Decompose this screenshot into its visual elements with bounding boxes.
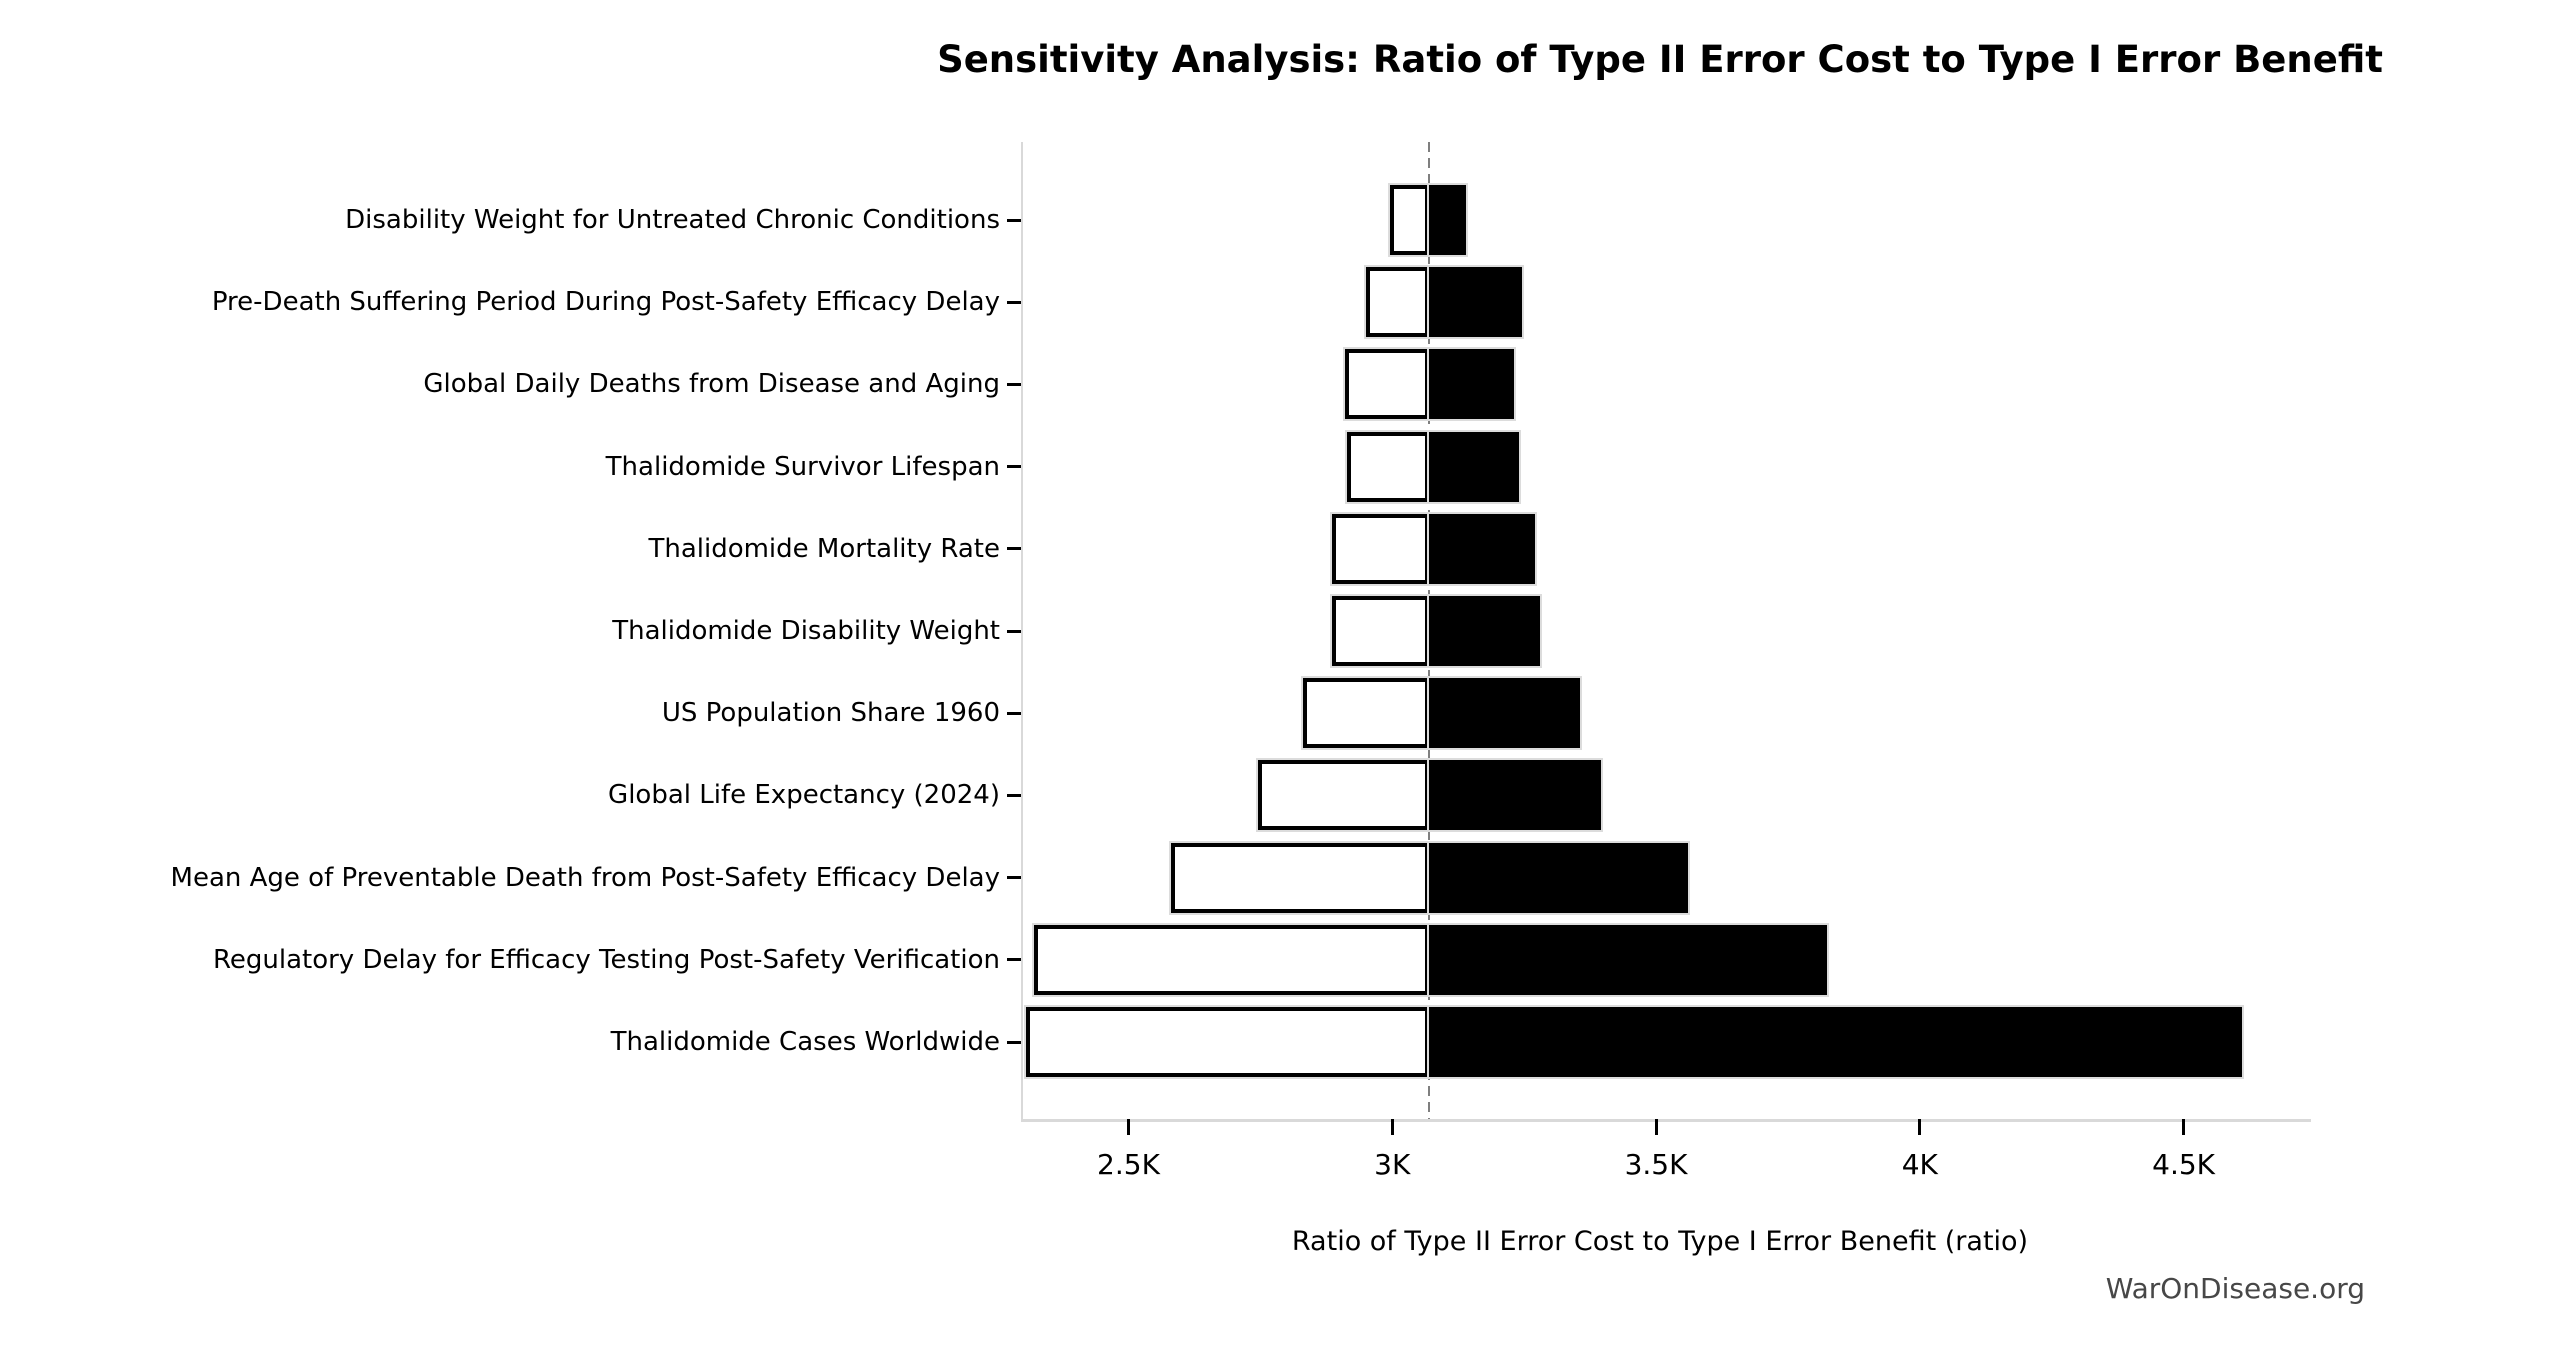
x-tick-label: 2.5K <box>1097 1148 1160 1181</box>
bar-low-segment <box>1031 922 1432 997</box>
x-tick <box>1918 1119 1922 1135</box>
bar-high-segment <box>1427 1005 2244 1079</box>
x-tick-label: 3.5K <box>1624 1148 1688 1181</box>
category-label: Regulatory Delay for Efficacy Testing Po… <box>212 944 1000 975</box>
chart-title: Sensitivity Analysis: Ratio of Type II E… <box>937 38 2383 81</box>
x-tick-label: 4.5K <box>2152 1148 2216 1181</box>
y-tick <box>1007 547 1021 551</box>
bar-high-segment <box>1427 347 1516 422</box>
x-tick <box>1127 1119 1130 1135</box>
x-axis-label: Ratio of Type II Error Cost to Type I Er… <box>1291 1226 2029 1257</box>
y-tick <box>1007 465 1021 469</box>
bar-high-segment <box>1427 265 1524 340</box>
y-tick <box>1007 958 1021 962</box>
bar-low-segment <box>1363 265 1432 340</box>
y-tick <box>1007 1040 1021 1044</box>
category-label: Thalidomide Cases Worldwide <box>610 1027 1000 1057</box>
bar-low-segment <box>1168 840 1432 915</box>
bar-low-segment <box>1329 511 1432 586</box>
x-tick <box>2182 1119 2186 1135</box>
category-label: Pre-Death Suffering Period During Post-S… <box>211 287 1000 318</box>
bar-high-segment <box>1427 429 1521 504</box>
category-label: Disability Weight for Untreated Chronic … <box>345 205 1000 235</box>
bar-low-segment <box>1329 594 1432 668</box>
y-tick <box>1007 876 1021 880</box>
bar-low-segment <box>1387 183 1432 257</box>
y-tick <box>1007 382 1021 386</box>
bar-low-segment <box>1342 347 1432 422</box>
category-label: Global Life Expectancy (2024) <box>608 780 1000 811</box>
bar-low-segment <box>1023 1005 1432 1079</box>
x-tick <box>1390 1119 1394 1135</box>
bar-low-segment <box>1345 429 1432 504</box>
y-tick <box>1007 711 1021 715</box>
bar-high-segment <box>1427 840 1690 915</box>
x-tick <box>1654 1119 1658 1135</box>
category-label: Mean Age of Preventable Death from Post-… <box>170 862 1000 893</box>
watermark: WarOnDisease.org <box>2105 1272 2365 1305</box>
bar-high-segment <box>1427 511 1537 586</box>
category-label: Global Daily Deaths from Disease and Agi… <box>423 369 1000 400</box>
category-label: Thalidomide Survivor Lifespan <box>605 451 1000 482</box>
bar-high-segment <box>1427 676 1582 751</box>
category-label: US Population Share 1960 <box>661 698 1000 729</box>
category-label: Thalidomide Mortality Rate <box>648 533 1000 564</box>
bar-low-segment <box>1300 676 1432 751</box>
y-tick <box>1007 218 1021 222</box>
x-axis-spine <box>1021 1119 2311 1122</box>
bar-high-segment <box>1427 758 1603 833</box>
bar-high-segment <box>1427 183 1469 257</box>
y-tick <box>1007 300 1021 304</box>
y-tick <box>1007 793 1021 797</box>
x-tick-label: 4K <box>1901 1148 1938 1181</box>
category-label: Thalidomide Disability Weight <box>612 616 1000 646</box>
y-tick <box>1007 629 1021 633</box>
bar-high-segment <box>1427 594 1542 668</box>
plot-area: 2.5K 3K 3.5K 4K 4.5K <box>1007 142 2311 1181</box>
bar-high-segment <box>1427 922 1830 997</box>
x-tick-label: 3K <box>1374 1148 1411 1181</box>
bar-low-segment <box>1255 758 1432 833</box>
y-axis-spine <box>1021 142 1023 1119</box>
